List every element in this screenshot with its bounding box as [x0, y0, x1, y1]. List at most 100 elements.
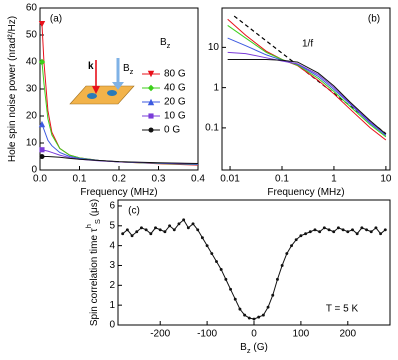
- x-tick-label: 0: [251, 329, 257, 340]
- marker: [360, 226, 364, 230]
- marker: [369, 230, 373, 234]
- marker: [39, 147, 45, 153]
- inset-arrowhead: [112, 82, 124, 90]
- marker: [322, 226, 326, 230]
- x-tick-label: 200: [339, 329, 356, 340]
- text-part: S: [93, 219, 102, 224]
- marker: [229, 287, 232, 291]
- marker: [346, 230, 350, 234]
- marker: [224, 277, 228, 281]
- marker: [200, 236, 204, 240]
- text-part: z: [167, 41, 171, 50]
- marker: [186, 226, 190, 230]
- text-part: Frequency (MHz): [80, 187, 157, 198]
- panel-label: (b): [368, 14, 380, 25]
- marker: [247, 316, 251, 320]
- marker: [276, 277, 279, 281]
- x-tick-label: 0.0: [33, 174, 47, 185]
- marker: [271, 293, 275, 297]
- marker: [280, 264, 284, 267]
- inset-sample: [69, 85, 135, 105]
- marker: [379, 232, 383, 236]
- legend-title: Bz: [160, 37, 171, 51]
- marker: [374, 226, 378, 230]
- marker: [233, 297, 237, 301]
- marker: [355, 232, 359, 236]
- y-tick-label: 1: [109, 300, 115, 311]
- marker: [182, 218, 186, 222]
- y-tick-label: 20: [26, 111, 38, 122]
- marker: [140, 226, 143, 230]
- y-tick-label: 40: [26, 57, 38, 68]
- marker: [219, 268, 223, 271]
- marker: [257, 315, 261, 319]
- y-tick-label: 60: [26, 3, 38, 14]
- y-tick-label: 4: [109, 240, 115, 251]
- marker: [290, 244, 293, 248]
- plot-frame: [221, 7, 391, 171]
- marker: [39, 153, 45, 160]
- marker: [299, 234, 303, 238]
- x-tick-label: 0.3: [152, 174, 166, 185]
- marker: [383, 228, 387, 232]
- x-tick-label: 100: [293, 329, 310, 340]
- legend-label: 20 G: [164, 97, 186, 108]
- y-tick-label: 2: [109, 280, 115, 291]
- legend-label: 10 G: [164, 111, 186, 122]
- y-axis-label: Hole spin noise power (nrad²/Hz): [7, 16, 18, 162]
- x-axis-label: Frequency (MHz): [267, 187, 344, 198]
- marker: [149, 232, 153, 236]
- marker: [351, 228, 354, 232]
- marker: [285, 252, 289, 256]
- y-tick-label: 5: [109, 220, 115, 231]
- marker: [163, 230, 167, 234]
- text-part: Hole spin noise power (nrad²/Hz): [7, 16, 18, 162]
- marker: [261, 313, 265, 317]
- x-tick-label: 0.4: [191, 174, 205, 185]
- marker: [243, 313, 247, 317]
- y-tick-label: 3: [109, 260, 115, 271]
- y-tick-label: 6: [109, 201, 115, 212]
- text-part: (μs): [89, 199, 100, 219]
- marker: [313, 228, 317, 232]
- annotation: T = 5 K: [326, 304, 359, 315]
- y-tick-label: 10: [26, 138, 38, 149]
- x-axis-label: Frequency (MHz): [80, 187, 157, 198]
- inset-dot: [107, 90, 117, 96]
- marker: [252, 317, 256, 321]
- text-part: B: [160, 37, 167, 48]
- x-tick-label: -200: [150, 329, 170, 340]
- y-axis-label: Spin correlation time τhS (μs): [84, 199, 102, 326]
- marker: [191, 222, 195, 226]
- series-line: [227, 18, 387, 141]
- marker: [177, 222, 181, 226]
- marker: [38, 120, 46, 128]
- text-part: Frequency (MHz): [267, 187, 344, 198]
- text-part: z: [130, 67, 134, 76]
- marker: [125, 228, 129, 232]
- marker: [294, 238, 298, 242]
- y-tick-label: 50: [26, 30, 38, 41]
- series-line: [227, 25, 387, 138]
- series-line: [227, 58, 387, 135]
- y-tick-label: 1: [213, 82, 219, 93]
- marker: [210, 252, 214, 256]
- legend-label: 40 G: [164, 83, 186, 94]
- reference-label: 1/f: [302, 39, 313, 50]
- marker: [304, 232, 308, 236]
- series-line: [41, 156, 198, 165]
- legend-marker: [148, 113, 154, 119]
- marker: [121, 232, 125, 236]
- x-tick-label: 0.1: [73, 174, 87, 185]
- marker: [238, 307, 242, 311]
- marker: [130, 234, 134, 238]
- text-part: Spin correlation time τ: [89, 228, 100, 326]
- marker: [205, 244, 209, 248]
- x-tick-label: 10: [380, 174, 392, 185]
- series-line: [227, 51, 387, 135]
- x-tick-label: 0.1: [275, 174, 289, 185]
- legend-marker: [148, 127, 154, 133]
- marker: [38, 58, 46, 66]
- marker: [341, 228, 345, 232]
